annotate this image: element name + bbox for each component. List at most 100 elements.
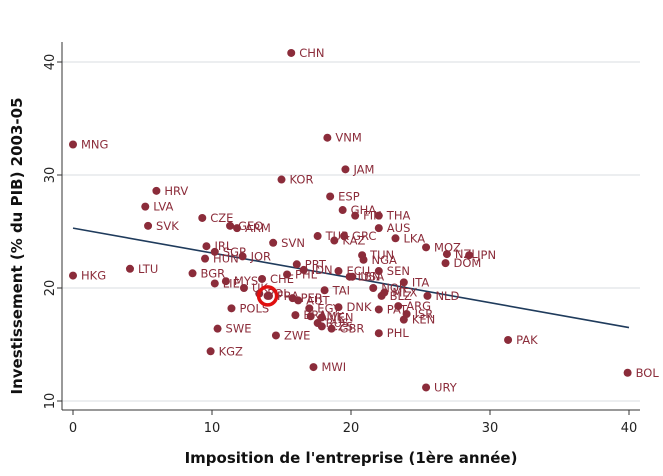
data-point	[269, 238, 278, 247]
data-label: BRA	[303, 308, 326, 322]
data-point	[69, 271, 77, 280]
data-label: THA	[386, 209, 411, 223]
data-label: MWI	[321, 360, 346, 374]
data-label: PHL	[295, 267, 318, 281]
data-point	[299, 265, 308, 274]
data-label: BOL	[636, 366, 660, 380]
data-point	[334, 267, 343, 276]
data-point	[221, 277, 230, 286]
data-point	[465, 251, 474, 260]
data-point	[292, 260, 301, 269]
data-point	[198, 213, 207, 222]
data-label: JAM	[352, 162, 374, 176]
data-label: ESP	[338, 189, 360, 203]
data-point	[317, 313, 326, 322]
data-point	[374, 224, 383, 233]
data-point	[374, 267, 383, 276]
data-label: SVK	[156, 219, 179, 233]
data-label: ZWE	[284, 328, 311, 342]
data-point	[213, 324, 222, 333]
data-point	[271, 331, 280, 340]
data-point	[258, 274, 267, 283]
data-label: USA	[360, 270, 384, 284]
data-label: KGZ	[219, 344, 243, 358]
data-point	[144, 221, 153, 230]
data-label: ISR	[415, 307, 434, 321]
y-tick-label: 10	[43, 393, 58, 410]
data-point	[210, 247, 219, 256]
data-point	[399, 315, 408, 324]
data-label: TUN	[369, 248, 394, 262]
data-label: BLZ	[390, 289, 412, 303]
data-point	[326, 192, 335, 201]
data-point	[623, 368, 632, 377]
data-label: LKA	[403, 231, 425, 245]
data-point	[287, 48, 296, 57]
data-point	[210, 279, 219, 288]
data-label: DNK	[346, 300, 371, 314]
x-tick-label: 30	[482, 421, 499, 436]
data-label: GHA	[351, 203, 377, 217]
data-point	[323, 133, 332, 142]
data-point	[374, 329, 383, 338]
data-label: LIE	[223, 276, 240, 290]
data-point	[206, 347, 215, 356]
data-label: NLD	[435, 289, 459, 303]
data-point	[294, 296, 303, 305]
gridlines	[62, 61, 640, 402]
data-label: KAZ	[342, 234, 365, 248]
data-label: PAT	[387, 302, 408, 316]
data-point	[305, 304, 314, 313]
data-label: SWE	[226, 322, 252, 336]
data-point	[423, 291, 432, 300]
data-label: AMK	[319, 309, 345, 323]
data-point	[422, 383, 431, 392]
data-label: GRC	[352, 229, 376, 243]
data-point	[202, 242, 211, 251]
x-tick-label: 40	[621, 421, 638, 436]
data-point	[313, 232, 322, 241]
data-point	[233, 224, 242, 233]
data-label: ECU	[346, 264, 370, 278]
data-label: HKG	[81, 269, 106, 283]
data-label: ARG	[406, 299, 431, 313]
data-label: JPN	[476, 248, 496, 262]
data-label: MEX	[392, 286, 417, 300]
data-point	[341, 165, 350, 174]
data-label: FRA	[277, 289, 299, 303]
data-label: NOR	[381, 281, 407, 295]
data-label: ARM	[245, 221, 271, 235]
data-point	[201, 254, 210, 263]
data-point	[391, 234, 400, 243]
data-label: HUN	[213, 252, 239, 266]
data-label: EGY	[317, 301, 341, 315]
data-point	[374, 211, 383, 220]
data-point	[317, 322, 326, 331]
data-point	[226, 221, 235, 230]
data-label: VNM	[335, 131, 361, 145]
data-label: UK	[252, 281, 268, 295]
highlight-point	[263, 291, 272, 300]
data-label: FIN	[363, 209, 382, 223]
data-point	[69, 140, 77, 149]
data-label: GBR	[340, 322, 365, 336]
data-label: IRL	[214, 239, 232, 253]
x-tick-label: 20	[343, 421, 360, 436]
data-label: LTU	[138, 262, 158, 276]
data-point	[441, 259, 450, 268]
data-point	[327, 324, 336, 333]
data-label: SEN	[387, 264, 410, 278]
data-label: TUR	[325, 229, 349, 243]
data-point	[334, 303, 343, 312]
data-label: SVN	[281, 236, 305, 250]
data-label: KOR	[290, 173, 314, 187]
data-label: NZL	[455, 247, 478, 261]
highlight-ring	[256, 285, 279, 307]
data-label: TAI	[332, 283, 350, 297]
data-point	[309, 363, 318, 372]
data-label: RUS	[326, 316, 350, 330]
data-label: CZS	[330, 319, 353, 333]
data-label: GEO	[238, 219, 263, 233]
x-axis-title: Imposition de l'entreprise (1ère année)	[185, 449, 518, 467]
